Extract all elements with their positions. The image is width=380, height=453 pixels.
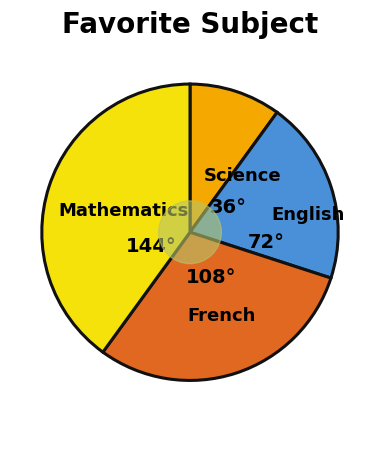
Wedge shape bbox=[103, 232, 331, 381]
Title: Favorite Subject: Favorite Subject bbox=[62, 10, 318, 39]
Text: French: French bbox=[187, 307, 256, 325]
Text: 144°: 144° bbox=[126, 237, 177, 255]
Text: 108°: 108° bbox=[186, 268, 236, 287]
Circle shape bbox=[158, 201, 222, 264]
Text: English: English bbox=[272, 206, 345, 224]
Text: 36°: 36° bbox=[210, 198, 247, 217]
Text: Mathematics: Mathematics bbox=[59, 202, 189, 220]
Wedge shape bbox=[190, 84, 277, 232]
Wedge shape bbox=[190, 112, 338, 278]
Wedge shape bbox=[42, 84, 190, 352]
Text: 72°: 72° bbox=[248, 233, 285, 252]
Text: Science: Science bbox=[203, 168, 281, 185]
